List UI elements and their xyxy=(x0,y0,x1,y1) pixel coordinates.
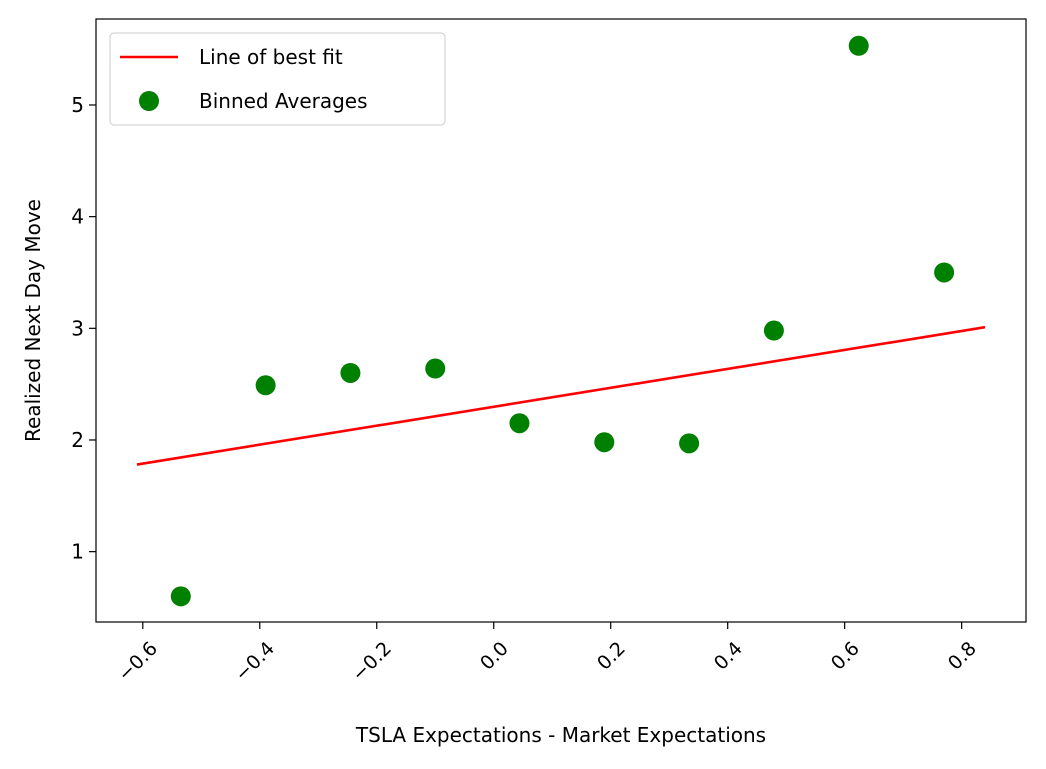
plot-area-frame xyxy=(95,18,1027,623)
legend: Line of best fit Binned Averages xyxy=(109,32,446,126)
y-tick-label: 4 xyxy=(71,205,84,229)
y-tick-label: 5 xyxy=(71,93,84,117)
data-point xyxy=(425,358,446,379)
legend-label: Line of best fit xyxy=(199,45,343,69)
legend-marker-swatch xyxy=(139,91,159,111)
y-tick-label: 2 xyxy=(71,428,84,452)
data-point xyxy=(934,262,955,283)
y-tick-label: 1 xyxy=(71,540,84,564)
x-axis-label: TSLA Expectations - Market Expectations xyxy=(355,723,766,747)
data-point xyxy=(594,432,615,453)
y-tick-label: 3 xyxy=(71,316,84,340)
data-point xyxy=(170,586,191,607)
data-point xyxy=(255,375,276,396)
legend-box xyxy=(109,32,446,126)
data-point xyxy=(679,433,700,454)
data-point xyxy=(340,362,361,383)
data-point xyxy=(509,413,530,434)
y-axis-label: Realized Next Day Move xyxy=(21,199,45,442)
series-layer xyxy=(136,35,986,607)
best-fit-line xyxy=(136,325,986,466)
data-point xyxy=(848,35,869,56)
data-point xyxy=(763,320,784,341)
legend-label: Binned Averages xyxy=(199,89,368,113)
